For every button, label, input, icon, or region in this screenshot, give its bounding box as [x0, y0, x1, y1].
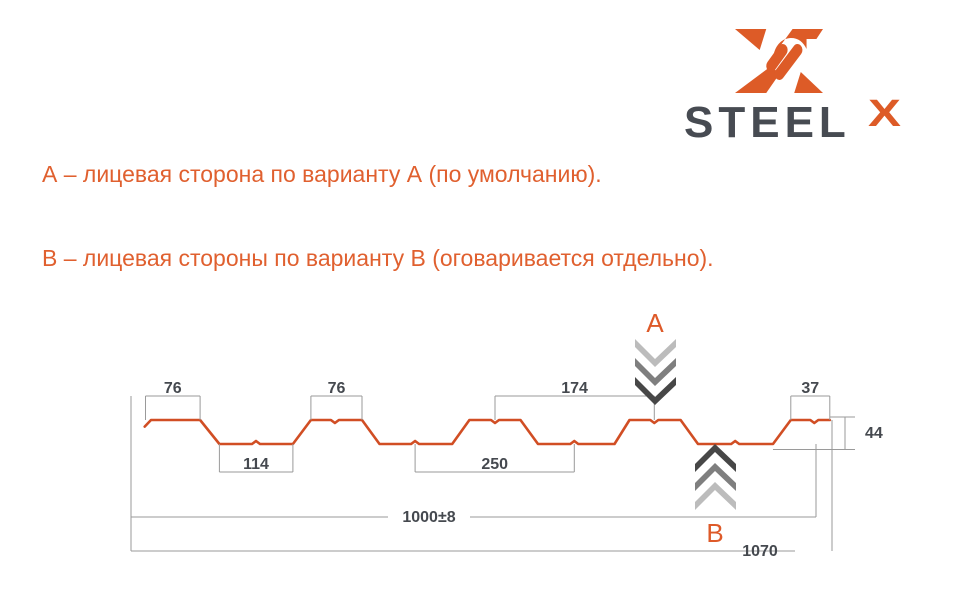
- svg-text:250: 250: [481, 456, 508, 473]
- svg-text:37: 37: [801, 380, 819, 397]
- svg-text:A: A: [646, 308, 664, 338]
- svg-text:76: 76: [328, 380, 346, 397]
- svg-text:1070: 1070: [742, 543, 778, 560]
- svg-text:1000±8: 1000±8: [402, 509, 455, 526]
- svg-text:44: 44: [865, 425, 883, 442]
- svg-text:76: 76: [164, 380, 182, 397]
- svg-text:B: B: [706, 518, 723, 548]
- svg-text:174: 174: [561, 380, 588, 397]
- svg-text:114: 114: [243, 456, 269, 473]
